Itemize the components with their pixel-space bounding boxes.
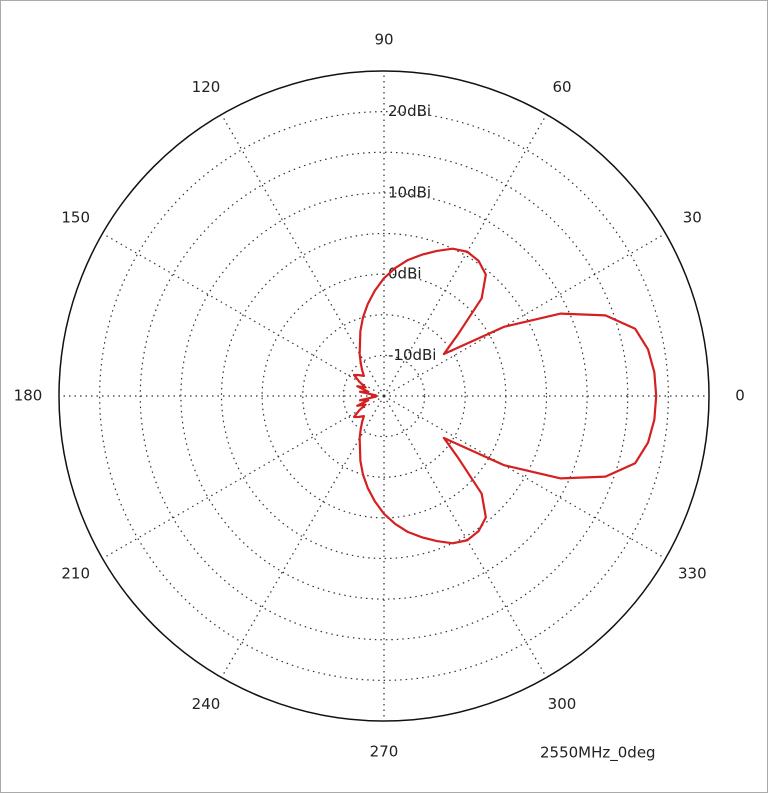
grid-spoke xyxy=(383,232,666,397)
angle-tick-label: 240 xyxy=(192,695,221,713)
annotation: 2550MHz_0deg xyxy=(540,744,656,763)
outer-ring xyxy=(58,70,710,722)
pattern-line xyxy=(352,247,658,545)
radial-tick-label: 0dBi xyxy=(388,265,422,283)
angle-tick-label: 150 xyxy=(61,209,90,227)
angle-tick-label: 30 xyxy=(683,209,702,227)
angle-tick-label: 120 xyxy=(192,78,221,96)
radial-tick-label: 10dBi xyxy=(388,183,431,201)
angle-tick-label: 180 xyxy=(14,387,43,405)
angle-tick-label: 90 xyxy=(374,31,393,49)
angle-tick-label: 270 xyxy=(370,743,399,761)
grid-spoke xyxy=(220,395,385,678)
angle-tick-label: 210 xyxy=(61,565,90,583)
grid-spoke xyxy=(220,114,385,397)
grid-spoke xyxy=(383,114,548,397)
grid-spoke xyxy=(383,395,548,678)
grid-spoke xyxy=(102,232,385,397)
radial-tick-label: -10dBi xyxy=(388,346,436,364)
radial-tick-label: 20dBi xyxy=(388,102,431,120)
grid-ring xyxy=(302,314,466,478)
grid-ring xyxy=(180,192,588,600)
angle-tick-label: 330 xyxy=(678,565,707,583)
grid-ring xyxy=(99,111,669,681)
grid-ring xyxy=(342,354,426,438)
angle-tick-label: 60 xyxy=(552,78,571,96)
grid-spoke xyxy=(383,395,666,560)
angle-tick-label: 300 xyxy=(548,695,577,713)
grid-ring xyxy=(139,151,629,641)
grid-spoke xyxy=(102,395,385,560)
grid-ring xyxy=(220,232,548,560)
angle-tick-label: 0 xyxy=(735,387,745,405)
